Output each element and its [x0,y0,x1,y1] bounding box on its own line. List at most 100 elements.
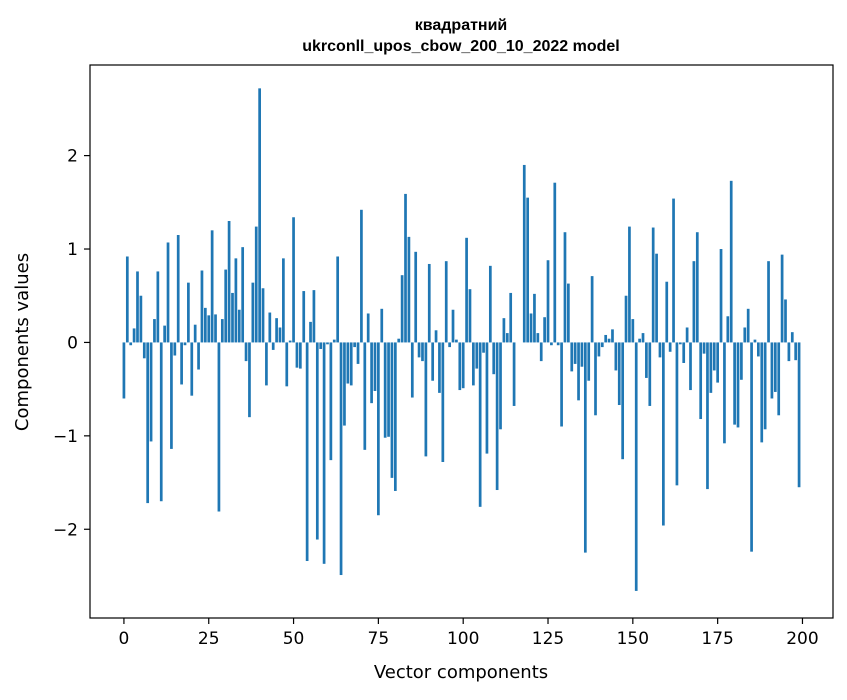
bar-16 [176,235,180,343]
bar-119 [526,197,530,343]
bar-163 [675,342,679,486]
bar-15 [173,342,177,356]
bar-88 [421,342,424,362]
bar-128 [556,342,560,346]
bar-155 [648,342,652,406]
bar-35 [241,247,245,343]
bar-154 [645,342,648,378]
bar-50 [292,217,295,343]
bar-142 [604,334,608,343]
bar-70 [360,209,363,343]
bar-199 [797,342,801,488]
bar-168 [692,261,696,343]
bar-97 [451,309,455,343]
bar-46 [278,327,282,343]
bar-153 [641,333,645,343]
bar-160 [665,281,669,343]
bar-181 [736,342,740,428]
bar-12 [163,325,166,343]
bar-29 [220,319,224,343]
y-axis-ticks: −2 −1 0 1 2 [53,147,90,540]
bar-28 [217,342,221,512]
y-tick-label: −1 [53,427,78,447]
bar-173 [709,342,713,393]
bar-73 [370,342,373,404]
bar-96 [448,342,451,348]
bar-62 [332,339,336,343]
bar-175 [716,342,719,383]
bar-21 [193,324,197,343]
bar-118 [522,164,526,343]
bar-190 [767,261,770,343]
bar-149 [628,226,631,343]
bar-4 [136,271,139,343]
bar-159 [662,342,665,526]
bar-99 [458,342,462,391]
y-tick-label: −2 [53,520,78,540]
bar-7 [146,342,150,504]
bar-177 [723,342,726,444]
bar-141 [600,342,604,348]
bar-179 [729,180,733,343]
bar-194 [780,254,784,343]
bar-129 [560,342,563,427]
bar-112 [502,318,506,343]
bar-65 [343,342,346,426]
x-tick-label: 100 [447,629,479,649]
bar-178 [726,316,730,343]
bar-110 [495,342,499,491]
bar-191 [770,342,774,399]
bar-53 [302,291,306,343]
bar-9 [153,319,156,343]
bar-180 [733,342,736,425]
bar-86 [414,251,418,343]
bar-19 [187,282,190,343]
bar-100 [461,342,465,389]
bar-146 [617,342,621,406]
bar-172 [706,342,709,490]
bars [122,88,801,591]
bar-85 [410,342,414,398]
bar-132 [570,342,574,372]
bar-184 [746,308,750,343]
bar-94 [441,342,445,462]
bar-93 [438,342,441,393]
bar-89 [424,342,428,457]
bar-49 [288,340,292,343]
bar-84 [407,236,411,343]
bar-161 [668,342,672,352]
bar-101 [465,237,468,343]
bar-107 [485,342,489,454]
bar-54 [305,342,309,562]
bar-59 [322,342,326,564]
bar-90 [427,263,431,343]
bar-40 [258,88,261,343]
bar-134 [577,342,580,401]
bar-171 [702,342,706,354]
bar-140 [597,342,601,357]
bar-145 [614,342,618,371]
bar-78 [387,342,390,437]
x-tick-label: 200 [786,629,818,649]
bar-58 [319,342,323,349]
bar-71 [363,342,367,450]
bar-72 [366,313,370,343]
bar-115 [512,342,516,406]
bar-105 [478,342,482,507]
bar-165 [682,342,686,363]
y-tick-label: 2 [67,147,78,167]
bar-120 [529,313,533,343]
bar-108 [488,265,492,343]
bar-80 [393,342,397,491]
bar-187 [757,342,760,357]
bar-0 [122,342,126,399]
bar-147 [621,342,625,460]
bar-186 [753,339,757,343]
bar-158 [658,342,662,358]
bar-10 [156,271,160,343]
bar-38 [251,282,255,343]
chart-title-line-2: ukrconll_upos_cbow_200_10_2022 model [302,38,619,55]
bar-125 [546,260,550,343]
